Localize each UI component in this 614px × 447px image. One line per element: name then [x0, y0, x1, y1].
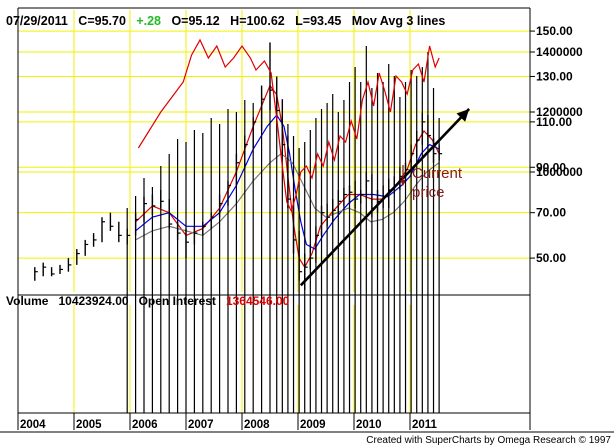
open-interest-line [137, 38, 440, 213]
close-label: C=95.70 [78, 14, 126, 28]
high-label: H=100.62 [230, 14, 285, 28]
y-tick-label: 90.00 [536, 160, 566, 174]
annotation-line-2: price [412, 184, 445, 201]
date-label: 07/29/2011 [6, 14, 68, 28]
open-label: O=95.12 [171, 14, 220, 28]
y-tick-label: 110.00 [536, 115, 572, 129]
x-tick-label: 2011 [412, 419, 438, 431]
change-label: +.28 [136, 14, 162, 28]
volume-bars [126, 46, 440, 413]
x-tick-label: 2009 [300, 419, 326, 431]
x-tick-label: 2006 [132, 419, 158, 431]
volume-tick-label: 1200000 [536, 105, 583, 119]
open-interest-series [137, 38, 440, 213]
y-tick-label: 70.00 [536, 206, 566, 220]
footer-credit: Created with SuperCharts by Omega Resear… [366, 435, 611, 446]
x-tick-label: 2007 [188, 419, 214, 431]
x-tick-label: 2010 [356, 419, 382, 431]
moving-average-slow [135, 152, 440, 241]
volume-label: Volume [6, 294, 49, 308]
open-interest-label: Open Interest [138, 294, 216, 308]
y-tick-label: 130.00 [536, 69, 573, 83]
low-label: L=93.45 [295, 14, 342, 28]
annotation-line-1: Current [412, 165, 463, 182]
y-tick-label: 150.00 [536, 24, 573, 38]
x-tick-label: 2005 [76, 419, 102, 431]
volume-tick-label: 1400000 [536, 45, 583, 59]
trendline-line [299, 108, 471, 287]
open-interest-value: 1364546.00 [225, 294, 290, 308]
y-tick-label: 50.00 [536, 251, 566, 265]
indicator-label: Mov Avg 3 lines [351, 14, 446, 28]
tick-labels: 2004 2005 2006 2007 2008 2009 2010 2011 50.00 70.… [20, 24, 583, 431]
volume-header: Volume 10423924.00 Open Interest 1364546… [6, 294, 289, 308]
current-price-annotation: Current price [412, 164, 462, 202]
volume-tick-label: 1000000 [536, 165, 583, 179]
moving-average-mid [135, 114, 440, 250]
axes [0, 7, 614, 433]
grid-lines [17, 10, 530, 413]
x-tick-label: 2004 [20, 419, 46, 431]
trendline-arrowhead [456, 108, 470, 122]
x-tick-label: 2008 [244, 419, 270, 431]
price-header: 07/29/2011 C=95.70 +.28 O=95.12 H=100.62… [6, 14, 445, 28]
volume-value: 10423924.00 [58, 294, 129, 308]
annotation-pointer-head [400, 180, 406, 186]
trendline [299, 108, 471, 287]
